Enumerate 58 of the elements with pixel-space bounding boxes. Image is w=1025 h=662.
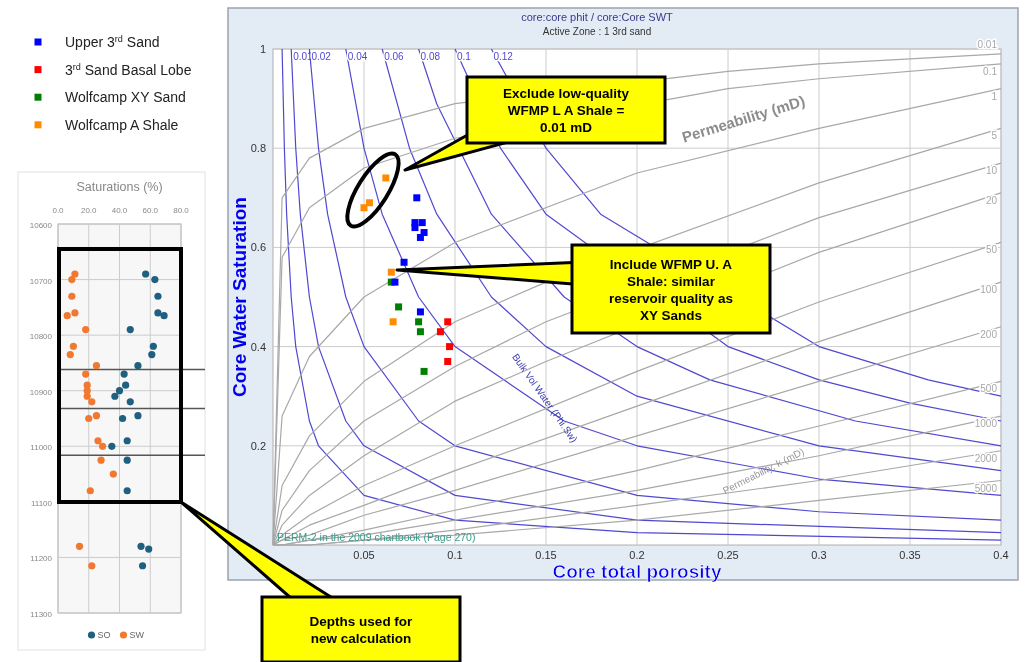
series-label: 1000 bbox=[974, 418, 998, 430]
text: Depths used for new calculation bbox=[309, 614, 414, 646]
chart-subtitle: Active Zone : 1 3rd sand bbox=[542, 26, 652, 37]
series-label: 5000 bbox=[974, 482, 998, 494]
x-tick-label: 80.0 bbox=[173, 206, 190, 215]
series-label: 0.01 bbox=[977, 38, 998, 50]
x-tick-label: 60.0 bbox=[142, 206, 159, 215]
annotation: Include WFMP U. A Shale: similar reservoir quality as XY Sands bbox=[609, 256, 733, 323]
series-label: 200 bbox=[980, 328, 998, 340]
series-label: 0.04 bbox=[347, 51, 368, 62]
series-label: 500 bbox=[980, 383, 998, 395]
y-tick-label: 11200 bbox=[30, 554, 53, 564]
x-axis-title: Core total porosity bbox=[552, 561, 722, 582]
legend-label: Wolfcamp XY Sand bbox=[65, 89, 186, 106]
x-tick-label: 0.4 bbox=[993, 549, 1009, 561]
y-axis-title: Core Water Saturation bbox=[229, 197, 250, 397]
x-tick-label: 0.0 bbox=[52, 206, 65, 215]
series-label: 1 bbox=[991, 90, 998, 102]
legend-label: Wolfcamp A Shale bbox=[65, 116, 179, 133]
x-tick-label: 0.25 bbox=[717, 549, 739, 561]
y-tick-label: 1 bbox=[259, 43, 266, 55]
y-tick-label: 0.4 bbox=[250, 340, 266, 353]
series-label: 0.1 bbox=[983, 65, 998, 77]
x-tick-label: 0.15 bbox=[535, 549, 557, 561]
annotation: Exclude low-quality WFMP L A Shale = 0.01 mD bbox=[502, 86, 630, 135]
x-tick-label: 0.35 bbox=[899, 549, 921, 561]
x-tick-label: 0.1 bbox=[447, 549, 463, 561]
series-label: 0.08 bbox=[420, 51, 441, 62]
legend-label: Upper 3$^{rd}$ Sand bbox=[65, 34, 160, 50]
x-tick-label: 20.0 bbox=[80, 206, 98, 215]
legend-label: SO bbox=[97, 630, 111, 640]
series-label: 20 bbox=[985, 194, 998, 206]
y-tick-label: 10900 bbox=[29, 387, 53, 397]
annotation: PERM-2 in the 2009 chartbook (Page 270) bbox=[277, 531, 476, 543]
series-label: 5 bbox=[991, 130, 998, 142]
y-tick-label: 11000 bbox=[30, 443, 53, 453]
series-label: 100 bbox=[980, 284, 998, 296]
y-tick-label: 11100 bbox=[30, 498, 53, 508]
series-label: 0.02 bbox=[311, 51, 332, 62]
y-tick-label: 0.2 bbox=[250, 439, 266, 452]
x-tick-label: 0.2 bbox=[629, 549, 645, 561]
x-tick-label: 0.3 bbox=[811, 549, 827, 561]
y-tick-label: 10700 bbox=[29, 276, 53, 286]
series-label: 10 bbox=[985, 165, 998, 177]
y-tick-label: 10800 bbox=[29, 332, 53, 342]
chart-title: core:core phit / core:Core SWT bbox=[521, 11, 674, 23]
y-tick-label: 11300 bbox=[30, 610, 53, 619]
legend-label: SW bbox=[129, 630, 145, 640]
legend-label: 3$^{rd}$ Sand Basal Lobe bbox=[65, 61, 192, 78]
y-tick-label: 10600 bbox=[29, 221, 53, 230]
x-tick-label: 0.05 bbox=[353, 549, 375, 561]
y-tick-label: 0.6 bbox=[250, 241, 266, 254]
series-label: 50 bbox=[985, 244, 998, 256]
series-label: 0.06 bbox=[384, 51, 405, 62]
chart-title: Saturations (%) bbox=[76, 180, 163, 194]
y-tick-label: 0.8 bbox=[250, 142, 266, 155]
series-label: 2000 bbox=[974, 452, 998, 464]
x-tick-label: 40.0 bbox=[111, 206, 128, 215]
